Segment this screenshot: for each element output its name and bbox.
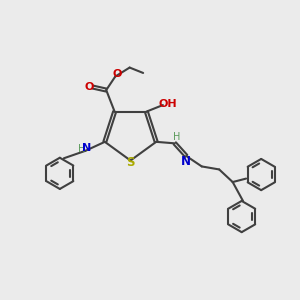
Text: N: N bbox=[82, 143, 92, 153]
Text: H: H bbox=[172, 132, 180, 142]
Text: O: O bbox=[84, 82, 94, 92]
Text: OH: OH bbox=[159, 99, 178, 109]
Text: H: H bbox=[78, 144, 85, 154]
Text: N: N bbox=[181, 155, 191, 168]
Text: S: S bbox=[126, 155, 135, 169]
Text: O: O bbox=[113, 69, 122, 79]
